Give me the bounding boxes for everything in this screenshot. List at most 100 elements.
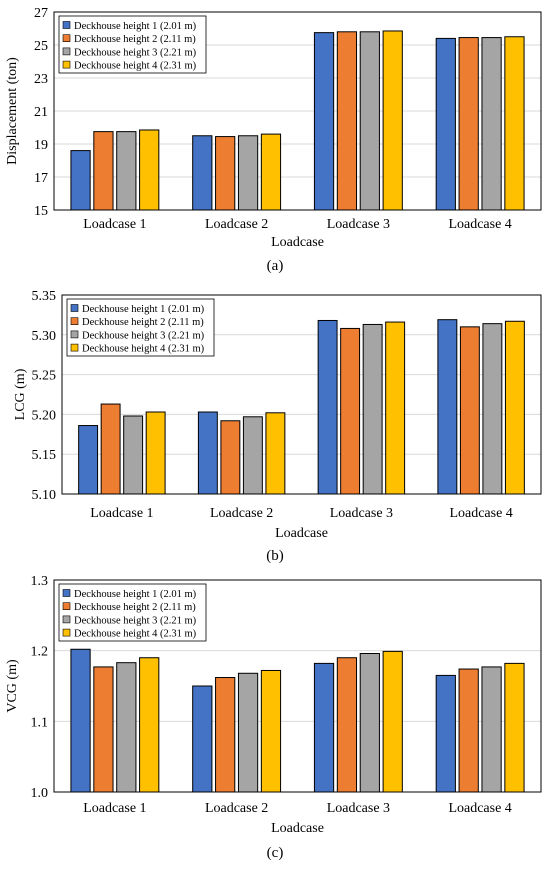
y-axis-title: Displacement (ton) — [5, 57, 20, 165]
bar — [70, 648, 91, 793]
y-tick-label: 5.20 — [32, 408, 57, 423]
y-tick-label: 1.2 — [31, 645, 49, 660]
y-tick-label: 5.15 — [32, 448, 57, 463]
y-tick-label: 21 — [34, 105, 48, 120]
legend-label: Deckhouse height 4 (2.31 m) — [74, 629, 197, 640]
panel-label: (c) — [267, 845, 284, 861]
legend-label: Deckhouse height 3 (2.21 m) — [82, 330, 205, 341]
bar — [340, 327, 361, 495]
bar — [93, 666, 114, 793]
bar — [359, 652, 380, 793]
legend-swatch — [62, 47, 71, 56]
legend: Deckhouse height 1 (2.01 m) Deckhouse hei… — [58, 583, 207, 642]
bar — [100, 403, 121, 495]
plot-frame — [53, 579, 542, 793]
x-tick-label: Loadcase 1 — [90, 506, 153, 521]
legend-swatch — [62, 602, 71, 611]
bar — [459, 326, 480, 495]
y-tick-label: 5.10 — [32, 488, 57, 503]
legend-swatch — [70, 343, 79, 352]
bar — [362, 323, 383, 495]
bar — [116, 662, 137, 793]
legend-swatch — [62, 21, 71, 29]
bar — [458, 668, 479, 793]
bar — [435, 37, 456, 211]
legend: Deckhouse height 1 (2.01 m) Deckhouse hei… — [66, 298, 215, 357]
y-tick-label: 15 — [34, 204, 48, 219]
legend-swatch — [70, 304, 79, 312]
legend-swatch — [62, 34, 71, 43]
legend-label: Deckhouse height 4 (2.31 m) — [82, 344, 205, 355]
bar — [197, 411, 218, 495]
panel-label: (a) — [267, 258, 284, 274]
x-tick-label: Loadcase 3 — [330, 506, 393, 521]
y-axis-title: LCG (m) — [13, 368, 28, 420]
x-tick-label: Loadcase 2 — [205, 217, 268, 232]
x-tick-label: Loadcase 3 — [327, 217, 390, 232]
legend-label: Deckhouse height 1 (2.01 m) — [82, 304, 205, 315]
y-tick-label: 25 — [34, 39, 48, 54]
bar — [385, 321, 406, 495]
legend-swatch — [62, 628, 71, 637]
bar — [78, 425, 99, 495]
y-tick-label: 1.0 — [31, 786, 49, 801]
bar — [336, 31, 358, 211]
y-tick-label: 17 — [34, 171, 48, 186]
bar — [242, 416, 263, 495]
y-tick-label: 5.25 — [32, 369, 57, 384]
legend-swatch — [70, 317, 79, 326]
x-tick-label: Loadcase 4 — [448, 801, 511, 816]
bar — [116, 131, 137, 211]
bar — [481, 666, 502, 793]
bar — [139, 129, 160, 211]
legend-swatch — [70, 330, 79, 339]
bar — [93, 131, 114, 211]
x-tick-label: Loadcase 1 — [83, 801, 146, 816]
x-axis-title: Loadcase — [271, 235, 324, 250]
legend-swatch — [62, 615, 71, 624]
bar — [215, 136, 236, 211]
bar — [313, 32, 335, 211]
y-tick-label: 1.1 — [31, 715, 49, 730]
bar — [504, 36, 525, 211]
bar — [192, 135, 213, 211]
bar — [260, 669, 282, 793]
y-tick-label: 23 — [34, 72, 48, 87]
bar — [504, 662, 525, 793]
y-tick-label: 27 — [34, 6, 48, 21]
legend-label: Deckhouse height 4 (2.31 m) — [74, 61, 197, 72]
y-tick-label: 19 — [34, 138, 48, 153]
legend-label: Deckhouse height 3 (2.21 m) — [74, 47, 197, 58]
bar — [435, 674, 456, 793]
bar — [123, 415, 144, 495]
legend-label: Deckhouse height 2 (2.11 m) — [74, 602, 196, 613]
x-tick-label: Loadcase 2 — [205, 801, 268, 816]
plot-frame — [53, 11, 542, 211]
chart-panel-2: 5.10 5.15 5.20 5.25 5.30 5.35 Loadcase 1 Loadca… — [13, 289, 542, 564]
y-axis-title: VCG (m) — [5, 659, 20, 713]
bar — [237, 672, 259, 793]
legend-label: Deckhouse height 2 (2.11 m) — [82, 317, 204, 328]
legend-box — [66, 298, 215, 357]
x-tick-label: Loadcase 1 — [83, 217, 146, 232]
bar — [139, 657, 160, 793]
legend-swatch — [62, 589, 71, 597]
legend-label: Deckhouse height 2 (2.11 m) — [74, 34, 196, 45]
legend-label: Deckhouse height 1 (2.01 m) — [74, 589, 197, 600]
bar — [437, 319, 458, 495]
bar — [482, 323, 503, 495]
y-tick-label: 5.30 — [32, 329, 57, 344]
x-tick-label: Loadcase 3 — [327, 801, 390, 816]
bar — [481, 37, 502, 211]
bar — [336, 657, 358, 793]
bar — [317, 319, 338, 495]
bar — [260, 133, 282, 211]
x-tick-label: Loadcase 4 — [449, 506, 512, 521]
legend-label: Deckhouse height 3 (2.21 m) — [74, 615, 197, 626]
x-tick-label: Loadcase 2 — [210, 506, 273, 521]
bar — [145, 411, 166, 495]
bar — [382, 650, 403, 793]
